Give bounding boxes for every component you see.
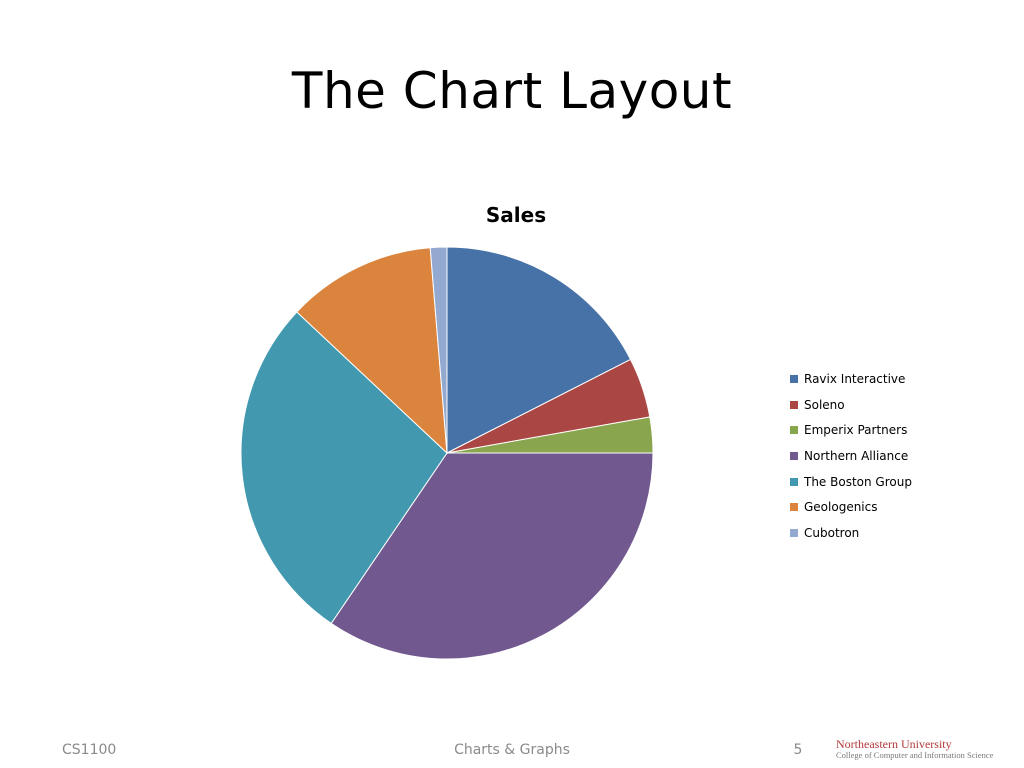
legend-label: Emperix Partners bbox=[804, 423, 908, 438]
footer-course: CS1100 bbox=[62, 742, 117, 758]
logo-subtitle: College of Computer and Information Scie… bbox=[836, 749, 994, 760]
footer-page-number: 5 bbox=[793, 742, 803, 758]
legend-item: Geologenics bbox=[790, 494, 912, 520]
chart-title: Sales bbox=[485, 203, 547, 227]
chart-legend: Ravix Interactive Soleno Emperix Partners N… bbox=[790, 366, 912, 546]
slide-title: The Chart Layout bbox=[291, 62, 733, 120]
logo-name: Northeastern University bbox=[836, 737, 952, 751]
legend-swatch bbox=[790, 528, 798, 537]
legend-swatch bbox=[790, 374, 798, 383]
legend-label: The Boston Group bbox=[804, 474, 912, 489]
legend-swatch bbox=[790, 477, 798, 486]
pie-slice-geologenics bbox=[296, 247, 448, 455]
legend-item: The Boston Group bbox=[790, 469, 912, 495]
footer-topic: Charts & Graphs bbox=[454, 742, 570, 758]
legend-label: Northern Alliance bbox=[804, 448, 909, 463]
university-logo: Northeastern University College of Compu… bbox=[836, 738, 993, 760]
pie-slice-the-boston-group bbox=[240, 311, 448, 625]
pie-slice-northern-alliance bbox=[330, 452, 654, 660]
legend-swatch bbox=[790, 503, 798, 512]
legend-item: Soleno bbox=[790, 392, 912, 418]
legend-item: Cubotron bbox=[790, 520, 912, 546]
legend-label: Geologenics bbox=[804, 500, 878, 515]
legend-swatch bbox=[790, 400, 798, 409]
legend-label: Ravix Interactive bbox=[804, 371, 906, 386]
legend-item: Emperix Partners bbox=[790, 417, 912, 443]
legend-swatch bbox=[790, 426, 798, 435]
legend-label: Cubotron bbox=[804, 525, 860, 540]
legend-label: Soleno bbox=[804, 397, 845, 412]
pie-slice-cubotron bbox=[429, 246, 448, 454]
legend-item: Ravix Interactive bbox=[790, 366, 912, 392]
pie-slice-ravix-interactive bbox=[446, 246, 632, 454]
legend-swatch bbox=[790, 451, 798, 460]
legend-item: Northern Alliance bbox=[790, 443, 912, 469]
